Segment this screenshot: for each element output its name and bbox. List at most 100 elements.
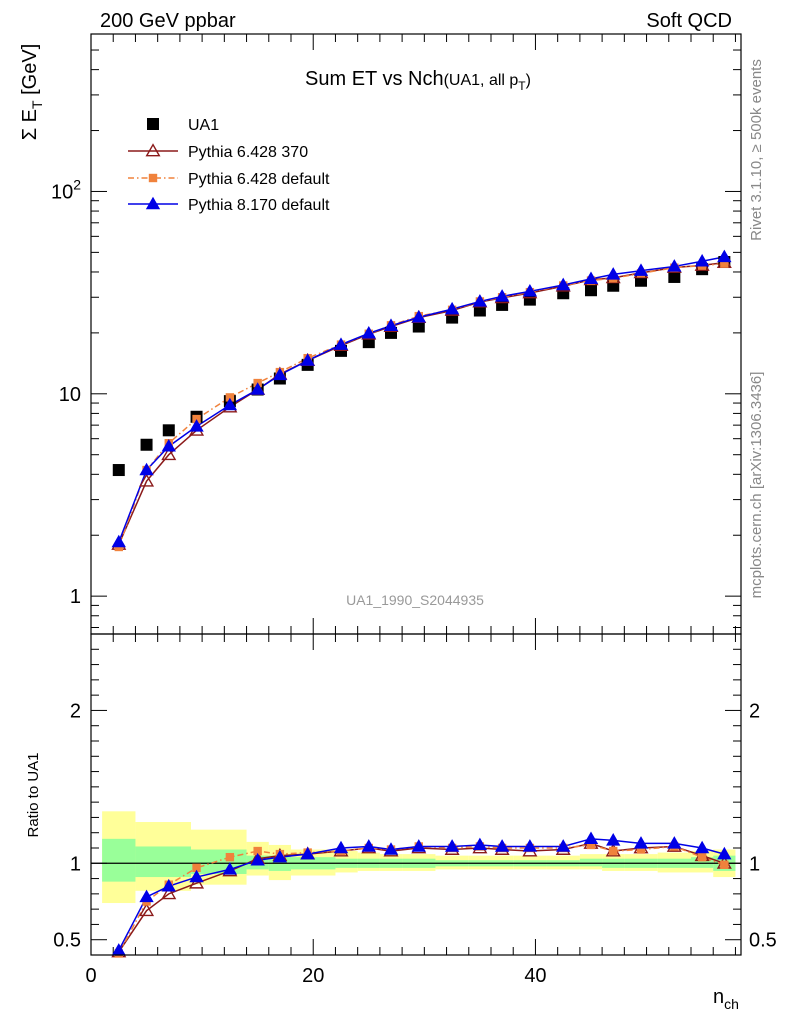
rivet-label: Rivet 3.1.10, ≥ 500k events	[748, 59, 765, 241]
data-point	[161, 447, 177, 461]
bottom-frame	[90, 633, 742, 956]
data-point	[694, 253, 710, 267]
data-point	[383, 318, 399, 331]
ratio-point	[411, 839, 426, 852]
ratio-point	[361, 839, 376, 852]
legend-label: UA1	[188, 117, 219, 134]
ratio-point	[697, 852, 707, 862]
data-point	[300, 353, 315, 366]
analysis-watermark: UA1_1990_S2044935	[346, 592, 484, 608]
y-tick-label: 102	[51, 176, 81, 203]
y-tick-label-right: 2	[749, 700, 760, 722]
data-point	[162, 424, 175, 437]
y-tick-label: 2	[70, 700, 81, 722]
x-axis-label-main: n	[713, 986, 724, 1008]
legend-marker	[148, 173, 158, 183]
ratio-point	[300, 846, 315, 860]
data-point	[192, 414, 201, 424]
top-title: Sum ET vs Nch(UA1, all pT)	[305, 68, 531, 93]
uncertainty-band-inner	[102, 838, 136, 882]
y-tick-label-right: 1	[749, 853, 760, 875]
ratio-point	[139, 889, 154, 903]
legend-label: Pythia 6.428 370	[188, 144, 308, 161]
ratio-point	[189, 869, 204, 883]
data-point	[472, 294, 488, 307]
x-axis-label: nch	[713, 986, 739, 1012]
ratio-point	[667, 836, 682, 849]
series-line	[118, 262, 725, 548]
legend-label: Pythia 8.170 default	[188, 197, 330, 214]
data-point	[412, 320, 425, 333]
data-point	[522, 284, 538, 297]
top-panel: 1 10 102	[51, 33, 742, 635]
top-ylabel-main: Σ E	[19, 109, 41, 140]
data-point	[583, 271, 599, 285]
data-point	[139, 462, 154, 476]
data-point	[633, 263, 649, 276]
data-point	[606, 267, 621, 280]
ratio-point	[222, 862, 238, 875]
uncertainty-band-inner	[135, 846, 191, 878]
legend: UA1 Pythia 6.428 370 Pythia 6.428 default P…	[128, 117, 330, 214]
data-point	[333, 337, 349, 350]
ratio-point	[609, 846, 618, 856]
y-tick-label: 0.5	[53, 930, 81, 952]
ratio-point	[444, 839, 460, 852]
top-ylabel-sub: T	[29, 100, 45, 109]
ratio-point	[522, 839, 538, 852]
data-point	[361, 326, 376, 339]
data-point	[222, 397, 238, 411]
y-tick-label: 10	[59, 384, 81, 406]
ratio-point	[606, 833, 621, 846]
ratio-point	[192, 863, 201, 873]
ratio-point	[161, 878, 176, 892]
ratio-point	[383, 842, 399, 855]
ratio-point	[636, 845, 646, 854]
x-tick-label: 20	[302, 965, 324, 987]
data-point	[139, 473, 155, 487]
data-point	[444, 301, 460, 315]
data-point	[272, 367, 288, 381]
ratio-point	[225, 852, 235, 862]
data-point	[473, 304, 486, 317]
series-line	[118, 261, 725, 545]
ratio-point	[583, 831, 599, 845]
x-tick-label: 40	[524, 965, 546, 987]
ratio-point	[472, 837, 488, 851]
y-tick-exponent: 2	[73, 176, 81, 192]
data-point	[161, 439, 176, 452]
ratio-point	[717, 846, 732, 860]
data-point	[557, 287, 570, 300]
legend-marker	[147, 118, 159, 130]
data-point	[523, 293, 536, 306]
ratio-point	[250, 852, 265, 866]
top-title-main: Sum ET vs Nch	[305, 68, 444, 90]
data-point	[585, 284, 597, 297]
data-point	[667, 259, 682, 272]
top-title-sub: T	[518, 79, 526, 93]
uncertainty-band-inner	[579, 858, 603, 867]
ratio-point	[272, 849, 288, 863]
ratio-point	[633, 836, 649, 849]
data-point	[112, 464, 125, 477]
y-tick-label: 1	[70, 853, 81, 875]
ratio-point	[139, 902, 155, 917]
data-point	[720, 259, 729, 268]
ratio-line	[118, 844, 725, 954]
data-point	[717, 249, 732, 263]
ratio-point	[694, 840, 710, 854]
ratio-point	[720, 860, 729, 870]
header-right: Soft QCD	[646, 10, 732, 32]
top-ylabel-unit: [GeV]	[19, 44, 41, 101]
top-title-close: )	[526, 72, 531, 89]
ratio-point	[253, 846, 262, 856]
top-title-suffix: (UA1, all p	[444, 72, 519, 89]
mcplots-label: mcplots.cern.ch [arXiv:1306.3436]	[748, 372, 765, 599]
ratio-point	[494, 839, 510, 852]
data-point	[111, 534, 126, 548]
y-tick-label: 1	[70, 586, 81, 608]
bottom-panel: 0.5 0.51 12 20 20 40	[53, 633, 777, 987]
uncertainty-band-inner	[691, 857, 714, 868]
ratio-point	[586, 840, 596, 850]
